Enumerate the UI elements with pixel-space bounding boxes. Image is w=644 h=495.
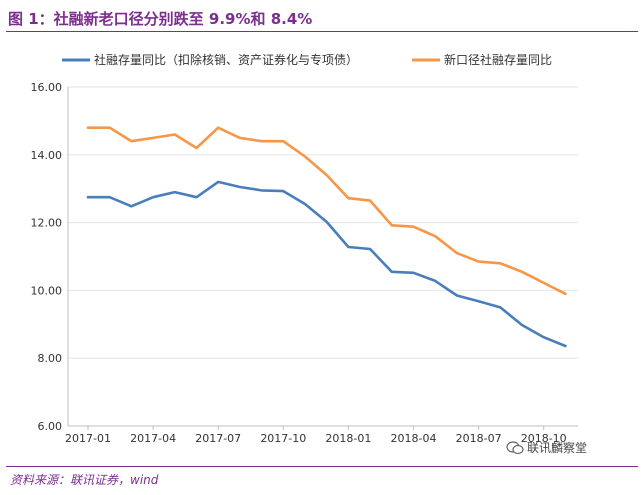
y-tick-label: 8.00 xyxy=(38,352,63,365)
x-tick-label: 2018-07 xyxy=(456,432,502,445)
y-tick-labels: 6.00 8.00 10.00 12.00 14.00 16.00 xyxy=(31,81,63,433)
watermark: 联讯麟察堂 xyxy=(506,439,587,456)
series-lines xyxy=(86,126,567,348)
axes xyxy=(67,87,578,427)
y-gridlines xyxy=(68,86,578,359)
y-tick-label: 6.00 xyxy=(38,420,63,433)
title-divider xyxy=(6,31,638,32)
x-tick-label: 2017-04 xyxy=(130,432,176,445)
x-tick-label: 2018-10 xyxy=(521,432,567,445)
legend-label: 新口径社融存量同比 xyxy=(444,52,552,67)
x-tick-label: 2018-01 xyxy=(325,432,371,445)
line-chart: 社融存量同比（扣除核销、资产证券化与专项债） 新口径社融存量同比 6.00 8.00… xyxy=(31,52,578,445)
wechat-icon xyxy=(506,440,524,454)
legend: 社融存量同比（扣除核销、资产证券化与专项债） 新口径社融存量同比 xyxy=(62,52,552,67)
y-tick-label: 14.00 xyxy=(31,149,63,162)
figure-title: 图 1：社融新老口径分别跌至 9.9%和 8.4% xyxy=(8,10,313,28)
y-tick-label: 12.00 xyxy=(31,217,63,230)
x-tick-labels: 2017-01 2017-04 2017-07 2017-10 2018-01 2018-… xyxy=(65,426,567,445)
x-tick-label: 2017-01 xyxy=(65,432,111,445)
legend-label: 社融存量同比（扣除核销、资产证券化与专项债） xyxy=(94,52,358,67)
x-tick-label: 2017-07 xyxy=(195,432,241,445)
x-tick-label: 2017-10 xyxy=(260,432,306,445)
y-tick-label: 16.00 xyxy=(31,81,63,94)
series-line-new xyxy=(86,126,567,296)
source-note: 资料来源：联讯证券，wind xyxy=(10,473,159,487)
watermark-text: 联讯麟察堂 xyxy=(527,441,588,455)
footer-divider xyxy=(6,466,638,467)
series-line-old xyxy=(86,180,567,348)
y-tick-label: 10.00 xyxy=(31,284,63,297)
x-tick-label: 2018-04 xyxy=(391,432,437,445)
